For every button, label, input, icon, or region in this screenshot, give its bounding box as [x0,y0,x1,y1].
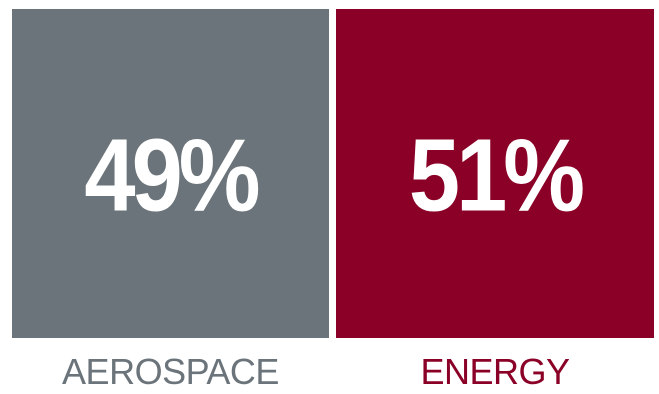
category-label-energy: ENERGY [420,351,570,392]
value-label-aerospace: 49% [84,118,260,233]
segment-energy: 51% [336,9,654,338]
segment-aerospace: 49% [12,9,329,338]
value-label-energy: 51% [408,118,585,233]
category-label-aerospace: AEROSPACE [62,351,279,392]
